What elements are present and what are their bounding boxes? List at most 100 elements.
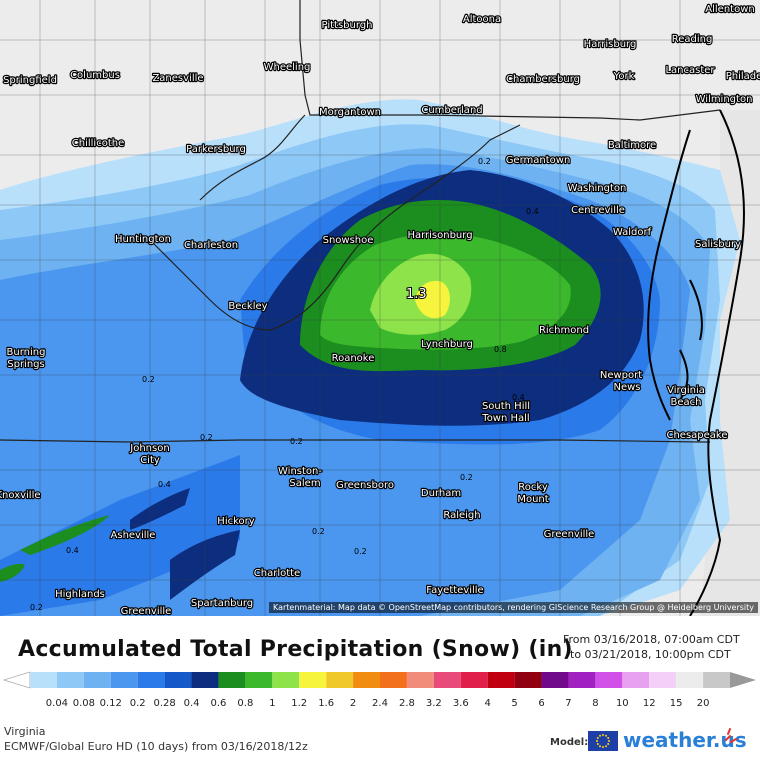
city-label: Johnson — [129, 443, 169, 454]
legend-swatch — [406, 672, 434, 688]
city-label: Lynchburg — [421, 339, 473, 350]
contour-label: 0.8 — [494, 345, 507, 354]
legend-swatch — [568, 672, 596, 688]
legend-swatch — [30, 672, 57, 688]
map-attribution: Kartenmaterial: Map data © OpenStreetMap… — [268, 602, 758, 613]
city-label: Chambersburg — [506, 74, 580, 85]
city-label: Richmond — [539, 325, 589, 336]
city-label: Durham — [421, 488, 461, 499]
city-label: Lancaster — [665, 65, 715, 76]
legend-swatch — [272, 672, 300, 688]
legend-swatch — [110, 672, 138, 688]
eu-flag-icon — [588, 731, 618, 751]
legend-tick-label: 7 — [565, 698, 571, 709]
city-label: Parkersburg — [186, 144, 246, 155]
peak-value-label: 1.3 — [406, 287, 427, 302]
city-label: Mount — [517, 494, 548, 505]
legend-swatch — [649, 672, 677, 688]
legend-tick-label: 0.2 — [130, 698, 146, 709]
precip-band-1.2 — [415, 280, 450, 319]
legend-tick-label: 15 — [670, 698, 683, 709]
city-label: News — [613, 382, 640, 393]
legend-tick-label: 0.08 — [73, 698, 95, 709]
city-label: Charleston — [184, 240, 238, 251]
city-label: Raleigh — [443, 510, 480, 521]
contour-label: 0.4 — [66, 546, 79, 555]
city-label: York — [613, 71, 635, 82]
contour-label: 0.2 — [142, 375, 155, 384]
city-label: Winston- — [278, 466, 322, 477]
legend-tick-label: 0.8 — [237, 698, 253, 709]
legend-swatch — [326, 672, 354, 688]
legend-tick-label: 6 — [538, 698, 544, 709]
city-label: Cumberland — [421, 105, 482, 116]
map-title: Accumulated Total Precipitation (Snow) (… — [18, 637, 573, 662]
legend-tick-label: 10 — [616, 698, 629, 709]
city-label: Newport — [600, 370, 642, 381]
city-label: Highlands — [55, 589, 105, 600]
city-label: Waldorf — [613, 227, 652, 238]
city-label: Allentown — [705, 4, 754, 15]
legend-swatch — [56, 672, 84, 688]
city-label: Pittsburgh — [322, 20, 373, 31]
legend-tick-label: 5 — [511, 698, 517, 709]
legend-swatch — [514, 672, 542, 688]
legend-swatch — [595, 672, 623, 688]
legend-tick-label: 0.6 — [211, 698, 227, 709]
legend-swatch — [460, 672, 488, 688]
city-label: Springs — [7, 359, 44, 370]
contour-label: 0.2 — [200, 433, 213, 442]
city-label: Germantown — [506, 155, 571, 166]
model-info: ECMWF/Global Euro HD (10 days) from 03/1… — [4, 740, 308, 753]
legend-tick-label: 0.4 — [184, 698, 200, 709]
city-label: Salisbury — [695, 239, 741, 250]
city-label: Town Hall — [481, 413, 529, 424]
city-label: Columbus — [70, 70, 120, 81]
city-label: Asheville — [111, 530, 156, 541]
city-label: Greenville — [544, 529, 595, 540]
city-label: Rocky — [518, 482, 548, 493]
region-name: Virginia — [4, 725, 46, 738]
city-label: Snowshoe — [323, 235, 374, 246]
legend-swatch — [703, 672, 730, 688]
contour-label: 0.4 — [526, 207, 539, 216]
legend-swatch — [137, 672, 165, 688]
legend-swatch — [433, 672, 461, 688]
city-label: Roanoke — [332, 353, 375, 364]
city-label: Spartanburg — [191, 598, 253, 609]
legend-swatch — [487, 672, 515, 688]
legend-tick-label: 0.04 — [46, 698, 68, 709]
city-label: Huntington — [115, 234, 171, 245]
city-layer: Allentown Pittsburgh Altoona Harrisburg Read… — [0, 3, 760, 616]
city-label: Hickory — [217, 516, 254, 527]
city-label: Springfield — [3, 75, 57, 86]
contour-label: 0.2 — [290, 437, 303, 446]
city-label: Beach — [671, 397, 702, 408]
legend-swatch — [245, 672, 273, 688]
legend-swatch — [83, 672, 111, 688]
legend-tick-label: 1 — [269, 698, 275, 709]
city-label: Harrisburg — [584, 39, 637, 50]
legend-arrow-left — [2, 671, 31, 689]
city-label: Centreville — [571, 205, 625, 216]
city-label: Charlotte — [254, 568, 300, 579]
legend-tick-label: 2.8 — [399, 698, 415, 709]
city-label: Morgantown — [319, 107, 381, 118]
city-label: Harrisonburg — [407, 230, 472, 241]
legend-tick-label: 3.2 — [426, 698, 442, 709]
city-label: Chesapeake — [666, 430, 727, 441]
legend-tick-label: 20 — [697, 698, 710, 709]
legend-swatch — [676, 672, 704, 688]
city-label: Wheeling — [264, 62, 311, 73]
legend-tick-label: 0.12 — [100, 698, 122, 709]
model-label: Model: — [550, 737, 589, 748]
city-label: Burning — [7, 347, 46, 358]
legend-swatch — [164, 672, 192, 688]
city-label: Salem — [289, 478, 320, 489]
color-legend: 0.04 0.08 0.12 0.2 0.28 0.4 0.6 0.8 1 1.2 1.6 2 2.4 2… — [2, 671, 756, 709]
contour-label: 0.2 — [460, 473, 473, 482]
precipitation-map: 0.2 0.4 0.8 0.2 0.2 0.2 0.2 0.4 0.2 0.2 … — [0, 0, 760, 616]
city-label: Reading — [672, 34, 713, 45]
city-label: Zanesville — [152, 73, 203, 84]
city-label: South Hill — [482, 401, 530, 412]
